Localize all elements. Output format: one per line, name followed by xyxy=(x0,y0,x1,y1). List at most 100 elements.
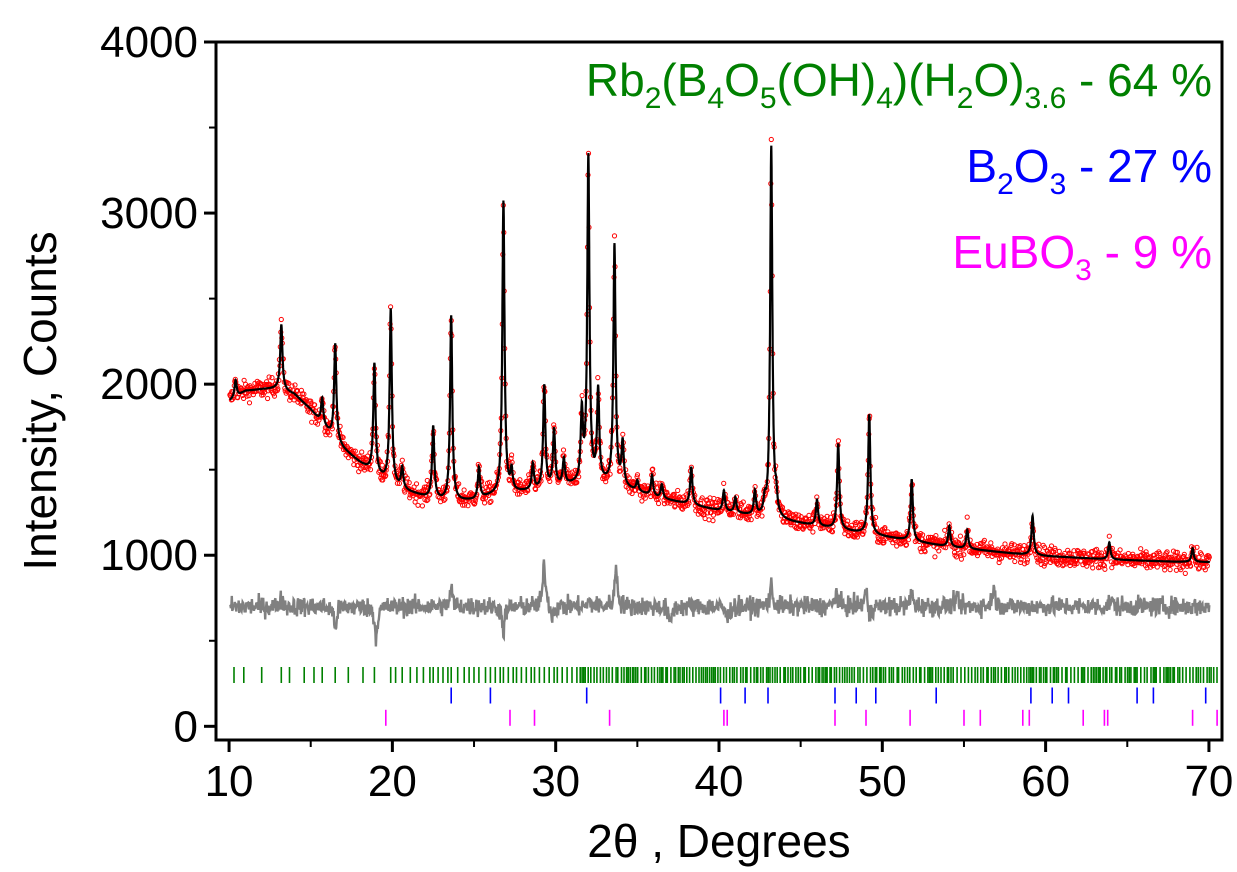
observed-point xyxy=(394,480,400,486)
x-axis: 10 20 30 40 50 60 70 xyxy=(205,740,1233,806)
observed-point xyxy=(648,493,654,500)
x-tick-label: 20 xyxy=(368,757,417,806)
observed-point xyxy=(1109,565,1115,571)
observed-point xyxy=(286,380,292,386)
observed-point xyxy=(298,401,304,407)
bragg-ticks-2 xyxy=(450,687,1207,704)
observed-point xyxy=(721,480,727,486)
observed-point xyxy=(961,552,967,558)
observed-point xyxy=(551,422,557,428)
observed-point xyxy=(465,503,471,509)
observed-point xyxy=(258,381,264,387)
observed-point xyxy=(441,497,447,503)
observed-point xyxy=(730,511,737,517)
observed-point xyxy=(634,472,641,478)
legend-entry-1: Rb2(B4O5(OH)4)(H2O)3.6 - 64 % xyxy=(586,54,1212,115)
x-axis-title-unit: , Degrees xyxy=(638,815,850,867)
observed-point xyxy=(607,471,613,477)
observed-point xyxy=(686,500,692,506)
observed-point xyxy=(988,540,994,546)
observed-point xyxy=(699,495,705,501)
observed-point xyxy=(472,500,478,506)
observed-point xyxy=(639,498,645,504)
legend-text-part: EuBO xyxy=(952,226,1075,278)
observed-point xyxy=(359,449,365,455)
plot-content xyxy=(227,136,1218,726)
observed-point xyxy=(487,499,493,505)
observed-point xyxy=(650,466,656,472)
legend-subscript: 2 xyxy=(645,82,662,115)
observed-point xyxy=(740,499,746,505)
observed-point xyxy=(844,521,850,527)
observed-point xyxy=(617,468,624,474)
observed-point xyxy=(399,457,405,463)
observed-point xyxy=(829,529,836,535)
observed-point xyxy=(509,452,515,458)
legend-text-part: O) xyxy=(973,54,1024,106)
observed-point xyxy=(629,490,635,497)
observed-point xyxy=(661,501,668,507)
observed-point xyxy=(705,510,711,516)
legend-text-part: - 27 % xyxy=(1066,140,1212,192)
y-tick-label: 3000 xyxy=(100,189,198,238)
observed-point xyxy=(350,448,356,454)
observed-point xyxy=(301,391,307,397)
observed-point xyxy=(462,502,468,508)
observed-point xyxy=(745,517,751,523)
y-tick-label: 2000 xyxy=(100,360,198,409)
legend-text-part: - 9 % xyxy=(1092,226,1212,278)
observed-point xyxy=(1024,557,1031,563)
observed-point xyxy=(292,382,298,388)
x-axis-title-symbol: 2θ xyxy=(587,815,638,867)
observed-point xyxy=(367,467,374,473)
observed-point xyxy=(835,438,842,444)
observed-point xyxy=(379,462,385,468)
observed-point xyxy=(456,481,462,487)
y-tick-label: 4000 xyxy=(100,18,198,67)
observed-point xyxy=(710,512,717,518)
observed-point xyxy=(246,400,253,406)
x-tick-label: 10 xyxy=(205,757,254,806)
x-tick-label: 30 xyxy=(531,757,580,806)
legend-subscript: 2 xyxy=(957,82,974,115)
bragg-ticks-1 xyxy=(233,667,1218,683)
observed-point xyxy=(579,393,585,399)
observed-point xyxy=(485,486,491,492)
observed-point xyxy=(642,495,648,501)
observed-point xyxy=(265,395,271,402)
observed-point xyxy=(617,465,623,471)
observed-point xyxy=(671,491,677,497)
legend-text-part: (B xyxy=(661,54,707,106)
observed-point xyxy=(706,517,712,523)
observed-point xyxy=(964,514,970,520)
observed-point xyxy=(406,480,412,486)
x-axis-title: 2θ , Degrees xyxy=(587,815,850,867)
observed-point xyxy=(533,486,539,492)
observed-point xyxy=(269,375,275,381)
observed-point xyxy=(488,498,494,504)
observed-point xyxy=(626,475,632,481)
observed-point xyxy=(710,518,716,524)
observed-point xyxy=(1167,567,1173,573)
observed-point xyxy=(514,491,521,497)
observed-point xyxy=(759,513,765,519)
observed-point xyxy=(547,478,553,484)
legend-text-part: O xyxy=(1014,140,1050,192)
observed-point xyxy=(637,492,644,498)
observed-point xyxy=(482,500,488,506)
observed-point xyxy=(425,497,431,503)
legend-subscript: 4 xyxy=(707,82,724,115)
observed-point xyxy=(824,513,830,520)
observed-point xyxy=(396,480,402,486)
legend-entry-3: EuBO3 - 9 % xyxy=(952,226,1212,287)
y-axis-title: Intensity, Counts xyxy=(14,231,66,570)
x-tick-label: 70 xyxy=(1184,757,1233,806)
legend-text-part: Rb xyxy=(586,54,645,106)
observed-point xyxy=(779,504,786,510)
y-tick-label: 0 xyxy=(174,702,198,751)
legend-entry-2: B2O3 - 27 % xyxy=(966,140,1212,201)
observed-point xyxy=(845,518,851,524)
observed-point xyxy=(460,502,466,508)
legend-subscript: 4 xyxy=(876,82,893,115)
observed-point xyxy=(241,377,247,383)
